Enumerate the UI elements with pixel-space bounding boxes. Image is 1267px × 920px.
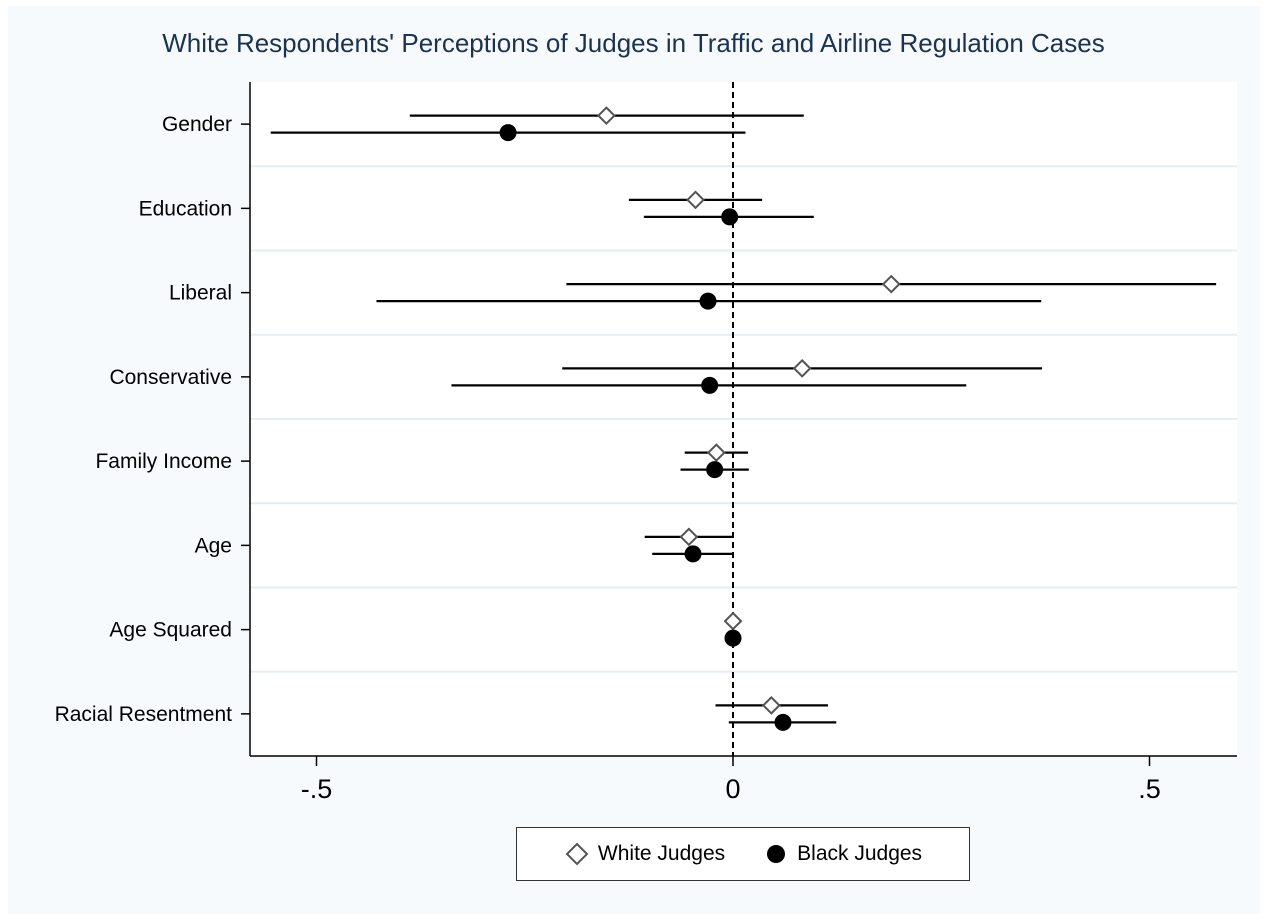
point-white-judges-family-income <box>706 443 726 463</box>
legend: White Judges Black Judges <box>516 827 970 881</box>
point-black-judges-education <box>721 208 739 226</box>
point-black-judges-gender <box>499 124 517 142</box>
y-tick-label-gender: Gender <box>162 113 232 136</box>
legend-label-black-judges: Black Judges <box>797 842 923 865</box>
x-tick-label: 0 <box>725 774 740 804</box>
point-black-judges-liberal <box>699 292 717 310</box>
legend-label-white-judges: White Judges <box>597 842 726 865</box>
point-white-judges-racial-resentment <box>761 695 781 715</box>
y-tick-label-conservative: Conservative <box>109 366 232 389</box>
legend-entry-black-judges: Black Judges <box>763 841 922 867</box>
point-black-judges-racial-resentment <box>774 713 792 731</box>
point-black-judges-conservative <box>701 376 719 394</box>
y-tick-label-age-squared: Age Squared <box>109 619 232 642</box>
point-white-judges-age <box>679 527 699 547</box>
point-white-judges-gender <box>596 106 616 126</box>
point-white-judges-age-squared <box>723 611 743 631</box>
point-white-judges-conservative <box>792 358 812 378</box>
point-black-judges-age <box>684 545 702 563</box>
y-tick-label-family-income: Family Income <box>95 450 232 473</box>
legend-entry-white-judges: White Judges <box>564 841 725 867</box>
point-white-judges-liberal <box>881 274 901 294</box>
y-tick-label-racial-resentment: Racial Resentment <box>55 703 233 726</box>
point-white-judges-education <box>686 190 705 210</box>
point-black-judges-age-squared <box>724 629 742 647</box>
y-tick-label-age: Age <box>195 534 232 557</box>
point-black-judges-family-income <box>706 461 724 479</box>
hollow-diamond-icon <box>565 842 589 866</box>
x-tick-label: -.5 <box>301 774 333 804</box>
filled-circle-icon <box>767 845 786 863</box>
chart-title: White Respondents' Perceptions of Judges… <box>162 28 1105 58</box>
y-tick-label-education: Education <box>139 197 232 220</box>
x-tick-label: .5 <box>1138 774 1161 804</box>
y-tick-label-liberal: Liberal <box>169 282 232 305</box>
